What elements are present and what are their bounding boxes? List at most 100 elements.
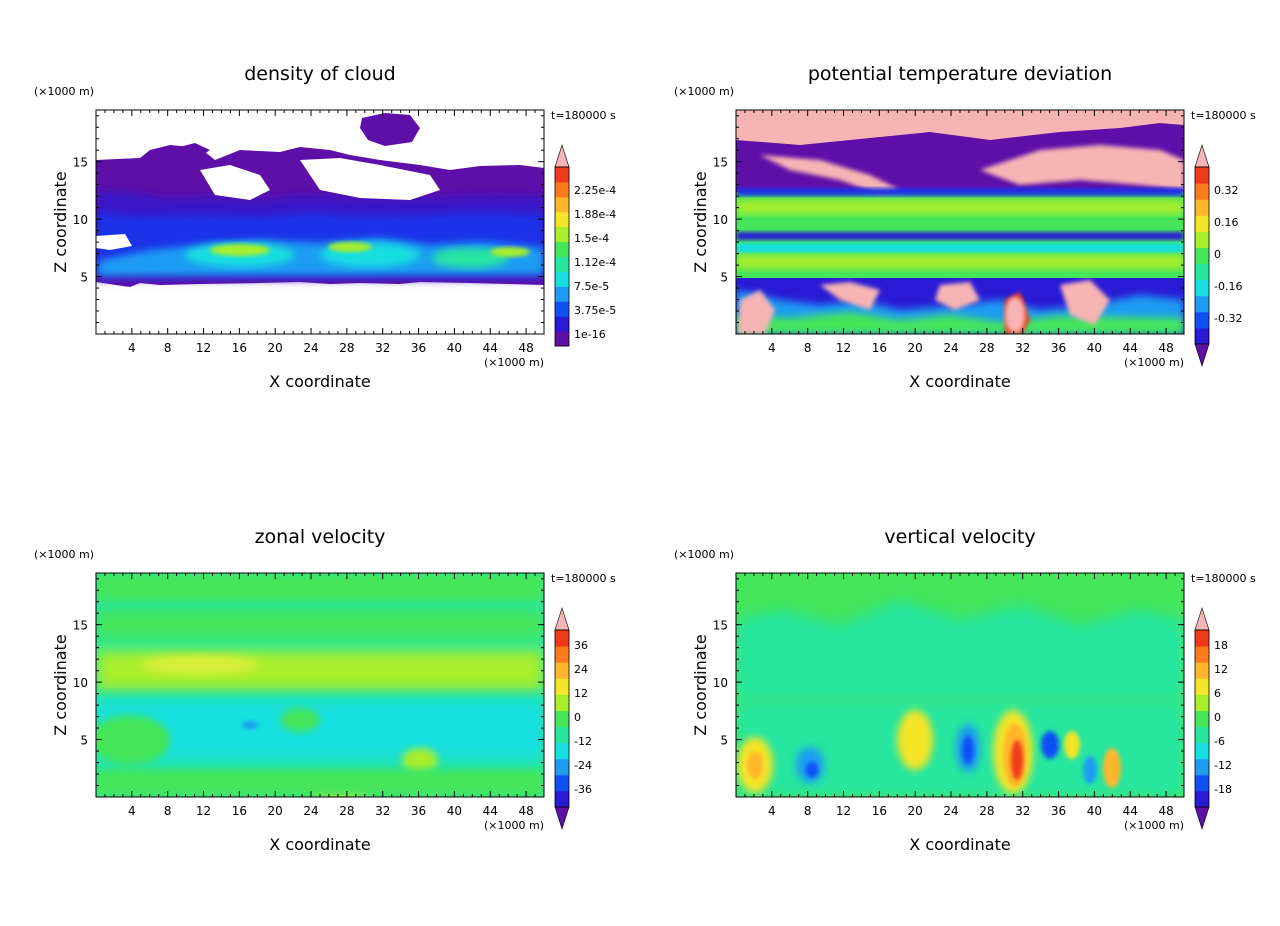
colorbar-swatch [555,774,569,792]
y-tick-label: 15 [713,619,728,633]
colorbar-label: 7.5e-5 [574,280,609,293]
heatmap-field [96,110,544,334]
x-tick-label: 40 [1087,341,1102,355]
colorbar-extend-min [1194,343,1210,367]
colorbar-label: 12 [574,687,588,700]
x-tick-label: 48 [518,341,533,355]
x-tick-label: 4 [768,341,776,355]
x-tick-label: 40 [447,804,462,818]
colorbar-label: 2.25e-4 [574,184,616,197]
x-tick-label: 8 [804,341,812,355]
x-axis-label: X coordinate [269,372,370,391]
colorbar-extend-max [1194,607,1210,631]
colorbar: 36 24 12 0 -12 -24 -36 [554,607,592,830]
time-label: t=180000 s [551,109,616,122]
colorbar-swatch [1195,678,1209,695]
x-tick-label: 4 [128,804,136,818]
y-tick-label: 10 [713,213,728,227]
colorbar-swatch [555,630,569,647]
colorbar-swatch [1195,311,1209,329]
colorbar-swatch [555,271,569,287]
colorbar-label: -12 [1214,759,1232,772]
heatmap-field [736,573,1184,797]
y-tick-label: 10 [73,213,88,227]
colorbar-swatch [555,694,569,711]
y-axis-label: Z coordinate [51,171,70,272]
x-tick-label: 24 [303,804,318,818]
colorbar-extend-max [554,607,570,631]
panel-title: potential temperature deviation [808,63,1112,85]
x-tick-label: 48 [518,804,533,818]
y-tick-label: 15 [73,619,88,633]
colorbar-swatch [1195,774,1209,792]
colorbar-swatch [555,286,569,302]
x-tick-label: 44 [483,804,498,818]
x-unit-label: (×1000 m) [484,356,544,369]
colorbar-label: 0 [1214,248,1221,261]
colorbar-label: -24 [574,759,592,772]
x-tick-label: 28 [339,804,354,818]
y-tick-label: 5 [720,271,728,285]
colorbar-swatch [1195,694,1209,711]
y-tick-label: 10 [713,676,728,690]
y-axis-label: Z coordinate [691,171,710,272]
colorbar-swatch [1195,742,1209,760]
colorbar-swatch [555,316,569,332]
colorbar-swatch [555,742,569,760]
x-tick-label: 12 [836,804,851,818]
colorbar-frame [1194,629,1210,808]
colorbar-swatch [555,331,569,347]
colorbar-label: -18 [1214,783,1232,796]
x-tick-label: 20 [268,341,283,355]
colorbar-swatch [1195,726,1209,744]
x-tick-label: 8 [804,804,812,818]
colorbar-label: -6 [1214,735,1225,748]
colorbar-frame [1194,166,1210,345]
time-label: t=180000 s [1191,572,1256,585]
colorbar-extend-max [554,144,570,168]
colorbar-swatch [1195,247,1209,265]
colorbar-swatch [555,710,569,728]
x-tick-label: 20 [908,341,923,355]
colorbar-swatch [555,241,569,257]
colorbar-swatch [1195,215,1209,232]
colorbar-extend-min [1194,806,1210,830]
x-tick-label: 32 [1015,341,1030,355]
y-tick-label: 5 [80,734,88,748]
colorbar-swatch [1195,263,1209,281]
colorbar-swatch [555,167,569,183]
time-label: t=180000 s [551,572,616,585]
colorbar-swatch [1195,630,1209,647]
colorbar-swatch [1195,790,1209,808]
colorbar-swatch [1195,662,1209,679]
x-tick-label: 40 [1087,804,1102,818]
colorbar-swatch [555,196,569,213]
colorbar-label: 0 [1214,711,1221,724]
colorbar-swatch [1195,327,1209,345]
x-tick-label: 32 [375,341,390,355]
colorbar-swatch [555,181,569,198]
colorbar-label: 1.5e-4 [574,232,609,245]
colorbar-swatch [555,790,569,808]
colorbar-swatch [1195,758,1209,776]
y-tick-label: 15 [713,156,728,170]
y-tick-label: 10 [73,676,88,690]
colorbar-swatch [555,226,569,243]
x-tick-label: 12 [836,341,851,355]
x-tick-label: 16 [872,804,887,818]
x-tick-label: 16 [232,804,247,818]
colorbar-label: 18 [1214,639,1228,652]
panel-potential-temperature-deviation: potential temperature deviation (×1000 m… [674,63,1256,391]
colorbar-label: 1.12e-4 [574,256,616,269]
colorbar-swatch [555,256,569,272]
colorbar-label: 0 [574,711,581,724]
colorbar-frame [554,166,570,347]
colorbar-label: -0.32 [1214,312,1242,325]
x-tick-label: 20 [268,804,283,818]
colorbar-label: 1e-16 [574,328,606,341]
y-axis-label: Z coordinate [51,634,70,735]
colorbar: 0.32 0.16 0 -0.16 -0.32 [1194,144,1242,367]
x-axis-label: X coordinate [909,372,1010,391]
x-tick-label: 12 [196,341,211,355]
